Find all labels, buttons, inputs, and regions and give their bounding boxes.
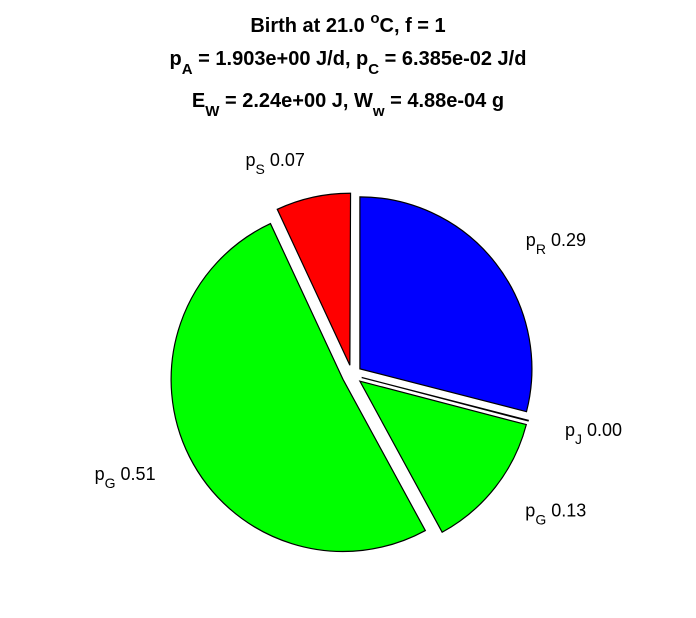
title-line-3-run-1: E (192, 90, 205, 112)
pie-label-value: 0.13 (551, 501, 586, 521)
pie-label-1: pR 0.29 (526, 230, 586, 257)
pie-label-subscript: G (105, 475, 116, 491)
pie-label-subscript: J (575, 431, 582, 447)
pie-slice-2 (361, 376, 530, 422)
pie-label-value: 0.29 (551, 230, 586, 250)
pie-label-subscript: S (255, 161, 264, 177)
pie-label-subscript: R (536, 241, 546, 257)
pie-label-5: pS 0.07 (245, 150, 304, 177)
pie-slice-5 (276, 192, 352, 366)
title-line-1: Birth at 21.0 oC, f = 1 (250, 10, 445, 37)
pie-label-2: pJ 0.00 (565, 420, 622, 447)
pie-slice-3 (358, 380, 528, 534)
title-line-3-run-3: = 2.24e+00 J, W (219, 90, 373, 112)
title-line-2: pA = 1.903e+00 J/d, pC = 6.385e-02 J/d (170, 48, 527, 78)
title-line-3-run-5: = 4.88e-04 g (385, 90, 505, 112)
title-line-3-run-2: W (205, 103, 220, 120)
pie-label-value: 0.07 (270, 150, 305, 170)
pie-slice-1 (359, 196, 533, 413)
pie-label-4: pG 0.51 (95, 464, 156, 491)
title-line-2-run-5: = 6.385e-02 J/d (379, 48, 526, 70)
pie-label-3: pG 0.13 (525, 501, 586, 528)
title-line-1-run-1: Birth at 21.0 (250, 15, 370, 37)
pie-label-value: 0.51 (121, 464, 156, 484)
pie-label-subscript: G (535, 512, 546, 528)
title-line-1-run-3: C, f = 1 (380, 15, 446, 37)
title-line-1-run-2: o (370, 10, 379, 27)
pie-label-symbol: p (526, 230, 536, 250)
pie-slice-4 (170, 222, 427, 553)
pie-slices (170, 192, 533, 553)
title-line-2-run-3: = 1.903e+00 J/d, p (193, 48, 369, 70)
chart-title: Birth at 21.0 oC, f = 1 pA = 1.903e+00 J/… (170, 10, 527, 120)
title-line-2-run-4: C (368, 61, 379, 78)
pie-label-symbol: p (525, 501, 535, 521)
pie-label-symbol: p (95, 464, 105, 484)
title-line-2-run-2: A (182, 61, 193, 78)
pie-label-symbol: p (565, 420, 575, 440)
pie-label-value: 0.00 (587, 420, 622, 440)
title-line-3: EW = 2.24e+00 J, Ww = 4.88e-04 g (192, 90, 504, 120)
pie-label-symbol: p (245, 150, 255, 170)
title-line-2-run-1: p (170, 48, 182, 70)
title-line-3-run-4: w (372, 103, 385, 120)
